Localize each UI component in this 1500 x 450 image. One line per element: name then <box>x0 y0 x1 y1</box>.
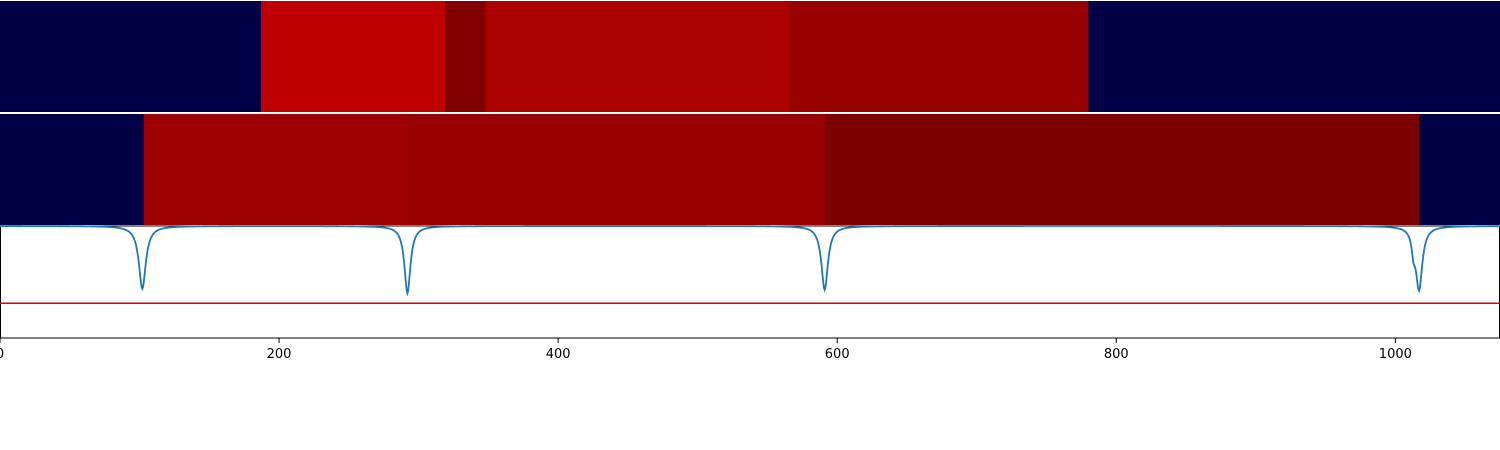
heatmap-segment-r2-s5 <box>1419 114 1500 225</box>
heatmap-segment-r2-s3 <box>407 114 826 225</box>
heatmap-row-1 <box>0 1 1500 112</box>
heatmap-rows <box>0 1 1500 225</box>
lower-panel-frame <box>0 225 1500 339</box>
x-tick-label: 600 <box>825 347 850 362</box>
x-tick-label: 400 <box>546 347 571 362</box>
heatmap-segment-r1-s5 <box>789 1 1089 112</box>
x-tick-label: 800 <box>1104 347 1129 362</box>
heatmap-segment-r1-s3 <box>445 1 487 112</box>
x-tick-label: 1000 <box>1379 347 1412 362</box>
heatmap-segment-r1-s4 <box>485 1 791 112</box>
signal-line-series <box>0 225 1500 297</box>
heatmap-segment-r2-s1 <box>0 114 145 225</box>
heatmap-segment-r1-s6 <box>1088 1 1500 112</box>
x-axis: 0 200 400 600 800 1000 <box>0 338 1412 362</box>
heatmap-segment-r2-s4 <box>824 114 1420 225</box>
heatmap-row-2 <box>0 114 1500 225</box>
x-tick-label: 200 <box>267 347 292 362</box>
lower-signal-panel <box>0 225 1500 339</box>
heatmap-segment-r1-s2 <box>260 1 446 112</box>
x-tick-label: 0 <box>0 347 4 362</box>
heatmap-segment-r2-s2 <box>143 114 408 225</box>
heatmap-segment-r1-s1 <box>0 1 262 112</box>
